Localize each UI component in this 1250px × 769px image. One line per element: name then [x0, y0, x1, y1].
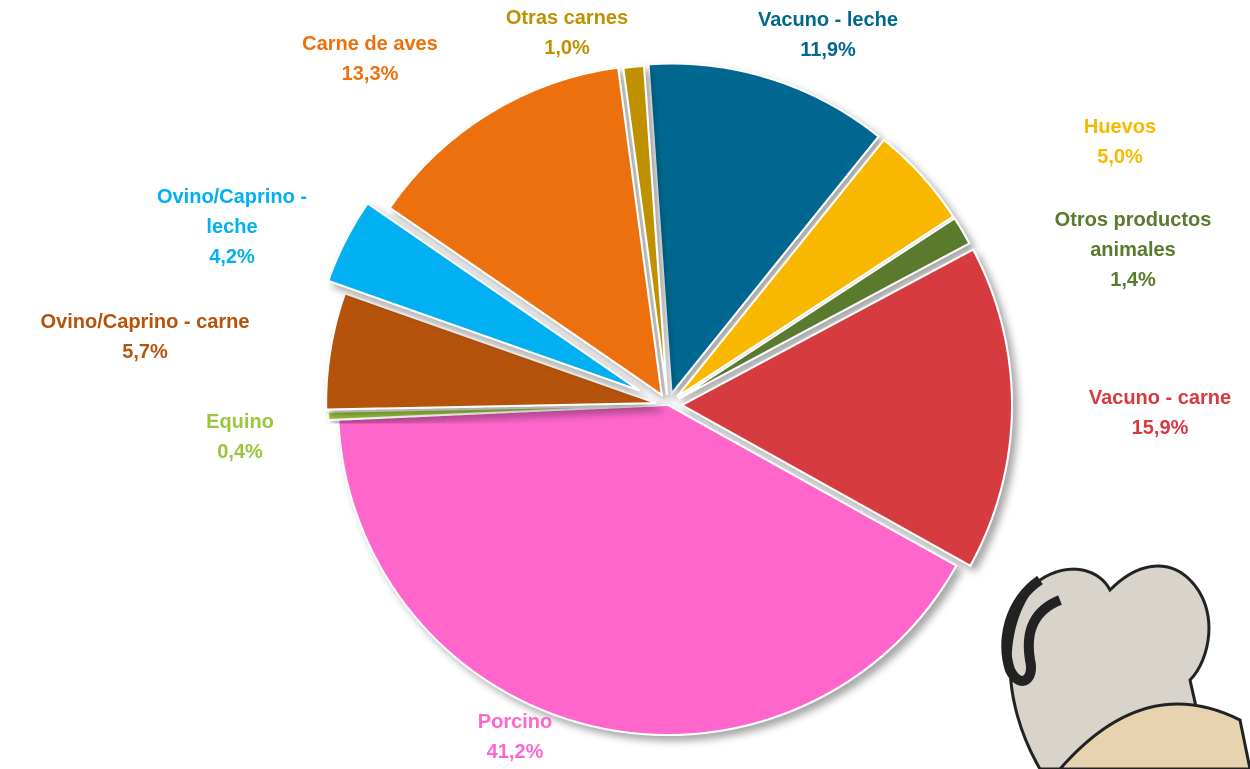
pie-slice — [327, 404, 659, 422]
slice-name: Otros productos animales — [1054, 209, 1212, 261]
slice-label: Carne de aves 13,3% — [260, 29, 480, 89]
slice-name: Otras carnes — [505, 7, 629, 29]
slice-name: Ovino/Caprino - leche — [157, 186, 307, 238]
slice-label: Otras carnes 1,0% — [467, 3, 667, 63]
slice-name: Vacuno - carne — [1088, 387, 1232, 409]
slice-value: 5,0% — [1097, 146, 1143, 168]
pie-slice — [647, 62, 880, 397]
slice-label: Vacuno - leche 11,9% — [708, 5, 948, 65]
slice-label: Ovino/Caprino - leche 4,2% — [132, 182, 332, 272]
slice-value: 15,9% — [1131, 417, 1189, 439]
slice-value: 11,9% — [800, 39, 856, 61]
slice-name: Equino — [206, 411, 274, 433]
slice-value: 1,4% — [1110, 269, 1156, 291]
pie-slice — [337, 403, 958, 736]
pie-slice — [326, 202, 641, 392]
pie-slice — [388, 66, 664, 397]
slice-name: Huevos — [1083, 116, 1157, 138]
pie-slice — [622, 64, 668, 396]
pie-slice — [676, 138, 955, 398]
slice-label: Otros productos animales 1,4% — [1013, 205, 1250, 295]
slice-name: Vacuno - leche — [757, 9, 899, 31]
slice-label: Vacuno - carne 15,9% — [1050, 383, 1250, 443]
slice-value: 4,2% — [209, 246, 255, 268]
slice-name: Ovino/Caprino - carne — [40, 311, 250, 333]
slice-label: Huevos 5,0% — [1040, 112, 1200, 172]
slice-name: Porcino — [477, 711, 553, 733]
slice-value: 13,3% — [341, 63, 399, 85]
slice-name: Carne de aves — [302, 33, 438, 55]
slice-value: 0,4% — [217, 441, 263, 463]
slice-label: Equino 0,4% — [180, 407, 300, 467]
pie-slice — [679, 248, 1013, 568]
slice-value: 5,7% — [122, 341, 168, 363]
slice-value: 41,2% — [486, 741, 544, 763]
slice-label: Ovino/Caprino - carne 5,7% — [5, 307, 285, 367]
pie-slice — [677, 216, 971, 400]
slice-label: Porcino 41,2% — [415, 707, 615, 767]
decoration — [1001, 564, 1250, 769]
slice-value: 1,0% — [544, 37, 590, 59]
pie-slice — [325, 292, 657, 411]
